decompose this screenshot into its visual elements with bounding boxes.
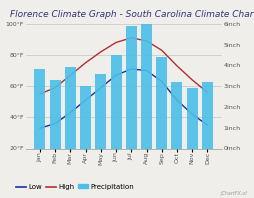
Bar [125,26,136,148]
Bar [171,82,182,148]
Bar [186,88,197,148]
Bar [65,67,75,148]
Legend: Low, High, Precipitation: Low, High, Precipitation [14,181,136,192]
Bar [95,74,106,148]
Text: Florence Climate Graph - South Carolina Climate Chart: Florence Climate Graph - South Carolina … [10,10,254,19]
Bar [80,86,91,148]
Bar [201,82,212,148]
Bar [50,80,60,148]
Text: jChartFX.ol: jChartFX.ol [220,191,246,196]
Bar [110,55,121,148]
Bar [34,69,45,148]
Bar [140,24,151,148]
Bar [156,57,167,148]
